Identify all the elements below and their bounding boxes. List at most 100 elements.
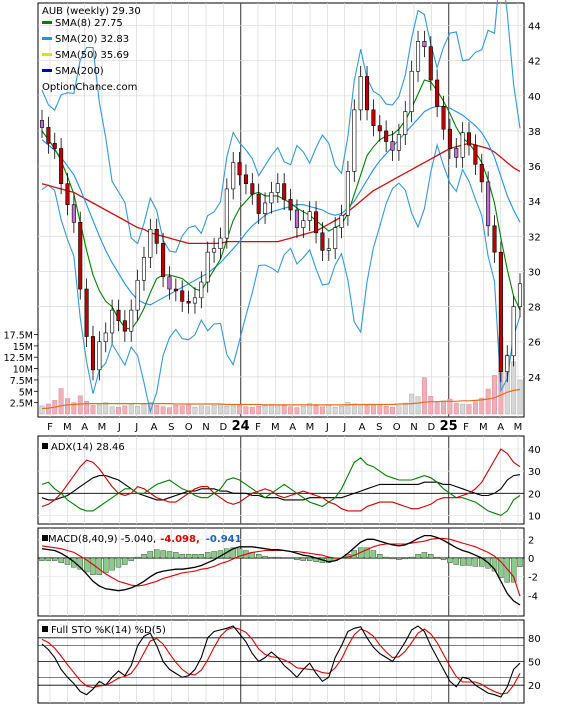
macd-hist-bar xyxy=(83,557,90,573)
candle-body xyxy=(269,192,274,204)
sma20-line xyxy=(41,105,521,306)
x-tick-label: S xyxy=(376,422,382,433)
sma200-red-line xyxy=(41,142,521,245)
x-tick-label: M xyxy=(306,422,315,433)
adx-tick-label: 40 xyxy=(528,445,541,456)
volume-bar xyxy=(472,401,478,415)
macd-hist-bar xyxy=(236,548,243,559)
volume-bar xyxy=(135,406,141,415)
candle-body xyxy=(71,204,76,223)
volume-bar xyxy=(332,406,338,415)
macd-hist-bar xyxy=(52,557,58,561)
x-tick-label: F xyxy=(255,422,261,433)
volume-bar xyxy=(147,401,153,415)
volume-bar xyxy=(434,402,440,415)
x-tick-label: M xyxy=(98,422,107,433)
x-tick-label: 24 xyxy=(232,419,250,434)
candle-body xyxy=(180,290,185,302)
candle-body xyxy=(90,336,96,371)
x-tick-label: A xyxy=(359,422,366,433)
price-tick-label: 36 xyxy=(528,162,541,173)
volume-bar xyxy=(396,405,402,415)
candle-body xyxy=(326,248,331,251)
macd-hist-bar xyxy=(58,557,64,563)
price-tick-label: 32 xyxy=(528,232,541,243)
macd-hist-bar xyxy=(440,557,447,561)
volume-bar xyxy=(109,406,115,415)
candle-body xyxy=(218,237,223,249)
macd-hist-bar xyxy=(364,547,370,559)
volume-tick-label: 10M xyxy=(13,365,33,376)
volume-bar xyxy=(224,406,230,415)
candle-body xyxy=(447,128,452,149)
volume-bar xyxy=(211,405,217,415)
candle-body xyxy=(371,109,376,126)
volume-tick-label: 15M xyxy=(13,342,33,353)
price-tick-label: 30 xyxy=(528,267,541,278)
volume-bar xyxy=(249,406,255,415)
legend-swatch-sma8 xyxy=(42,21,52,24)
price-tick-label: 34 xyxy=(528,197,541,208)
macd-line xyxy=(41,534,521,606)
candle-body xyxy=(301,220,306,228)
legend-swatch-sma50 xyxy=(42,53,52,56)
x-tick-label: M xyxy=(63,422,72,433)
candle-body xyxy=(384,130,389,142)
macd-hist-bar xyxy=(185,554,192,559)
candle-body xyxy=(377,125,382,132)
macd-hist-bar xyxy=(402,557,408,560)
sto-tick-label: 80 xyxy=(528,634,541,645)
candle-body xyxy=(492,225,497,253)
x-tick-label: N xyxy=(410,422,417,433)
candle-body xyxy=(39,120,45,128)
candle-body xyxy=(390,141,395,151)
candle-body xyxy=(243,174,248,184)
legend-swatch-sma200 xyxy=(42,69,52,72)
x-tick-label: A xyxy=(81,422,88,433)
macd-signal-value: -4.098, xyxy=(160,534,200,545)
macd-hist-bar xyxy=(134,556,141,559)
candle-body xyxy=(263,202,268,214)
macd-hist-bar xyxy=(307,557,313,561)
volume-bar xyxy=(294,407,300,415)
macd-hist-bar xyxy=(192,554,198,559)
candle-body xyxy=(365,76,370,111)
candle-body xyxy=(256,193,261,214)
volume-bar xyxy=(179,405,185,415)
macd-hist-bar xyxy=(268,556,275,559)
price-tick-label: 38 xyxy=(528,127,541,138)
watermark: OptionChance.com xyxy=(42,82,137,93)
candle-body xyxy=(358,76,363,111)
macd-hist-bar xyxy=(96,557,103,575)
candle-body xyxy=(250,183,255,195)
volume-bar xyxy=(173,405,179,415)
candle-body xyxy=(129,309,134,332)
macd-hist-bar xyxy=(396,557,402,561)
macd-hist-bar xyxy=(166,551,173,559)
x-tick-label: F xyxy=(463,422,469,433)
macd-hist-bar xyxy=(504,557,510,583)
volume-tick-label: 5M xyxy=(19,387,33,398)
macd-hist-bar xyxy=(211,551,217,559)
macd-hist-bar xyxy=(122,557,128,565)
grid-layer xyxy=(38,3,524,703)
price-tick-label: 26 xyxy=(528,338,541,349)
macd-hist-bar xyxy=(45,557,52,561)
candle-body xyxy=(103,332,108,343)
candle-body xyxy=(224,188,229,239)
indicator-layer xyxy=(39,448,523,698)
candle-body xyxy=(403,111,408,135)
candle-body xyxy=(141,257,147,281)
candle-body xyxy=(294,209,299,228)
volume-bar xyxy=(218,403,223,415)
volume-bar xyxy=(479,397,485,415)
volume-bar xyxy=(460,403,466,415)
macd-hist-value: -0.941 xyxy=(206,534,242,545)
macd-hist-bar xyxy=(383,556,389,559)
x-tick-label: 25 xyxy=(440,419,458,434)
macd-hist-bar xyxy=(173,552,179,559)
volume-bar xyxy=(141,403,147,415)
volume-bar xyxy=(39,405,45,415)
price-tick-label: 28 xyxy=(528,303,541,314)
price-panel xyxy=(37,2,525,418)
